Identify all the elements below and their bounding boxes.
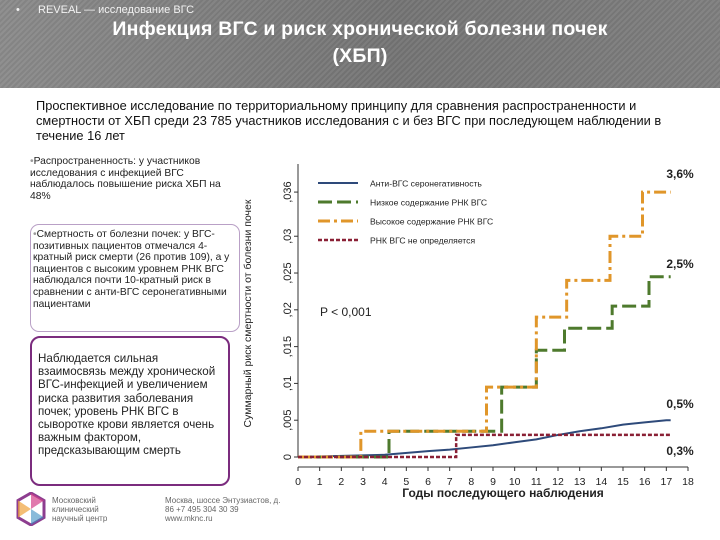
x-tick-label: 8 — [468, 476, 474, 488]
header-banner: • REVEAL — исследование ВГС Инфекция ВГС… — [0, 0, 720, 88]
x-tick-label: 14 — [595, 476, 607, 488]
title-line-1: Инфекция ВГС и риск хронической болезни … — [112, 18, 608, 40]
legend-label: Низкое содержание РНК ВГС — [370, 198, 487, 208]
x-tick-label: 4 — [382, 476, 388, 488]
x-tick-label: 13 — [574, 476, 586, 488]
x-tick-label: 15 — [617, 476, 629, 488]
y-tick-label: ,03 — [282, 229, 294, 244]
series-line-2 — [298, 190, 671, 459]
x-tick-label: 10 — [509, 476, 521, 488]
page-title: Инфекция ВГС и риск хронической болезни … — [30, 16, 690, 70]
x-tick-label: 18 — [682, 476, 694, 488]
mortality-box: •Смертность от болезни почек: у ВГС-пози… — [30, 224, 240, 332]
x-tick-label: 9 — [490, 476, 496, 488]
chart-legend: Анти-ВГС серонегативность Низкое содержан… — [318, 179, 493, 246]
y-tick-label: 0 — [282, 454, 294, 460]
legend-label: РНК ВГС не определяется — [370, 236, 475, 246]
title-line-2: (ХБП) — [332, 45, 388, 67]
x-tick-label: 1 — [317, 476, 323, 488]
series-line-0 — [297, 419, 671, 458]
x-tick-label: 7 — [447, 476, 453, 488]
y-tick-label: ,036 — [282, 181, 294, 202]
prevalence-text: Распространенность: у участников исследо… — [30, 156, 221, 202]
x-tick-label: 6 — [425, 476, 431, 488]
intro-text: Проспективное исследование по территориа… — [36, 98, 662, 143]
y-tick-label: ,025 — [282, 262, 294, 283]
x-tick-label: 16 — [639, 476, 651, 488]
clinic-logo-icon — [16, 492, 46, 526]
x-tick-label: 5 — [403, 476, 409, 488]
y-tick-label: ,015 — [282, 336, 294, 357]
chart-series — [297, 190, 671, 459]
legend-label: Анти-ВГС серонегативность — [370, 179, 482, 189]
y-axis-title: Суммарный риск смертности от болезни поч… — [242, 199, 254, 427]
header-tag: REVEAL — исследование ВГС — [38, 4, 195, 16]
x-axis-title: Годы последующего наблюдения — [402, 486, 603, 500]
prevalence-box: •Распространенность: у участников исслед… — [30, 156, 240, 218]
legend-label: Высокое содержание РНК ВГС — [370, 217, 493, 227]
conclusion-text: Наблюдается сильная взаимосвязь между хр… — [38, 352, 216, 458]
endpoint-annotation: 0,5% — [666, 397, 694, 411]
endpoint-annotation: 0,3% — [666, 444, 694, 458]
endpoint-annotation: 2,5% — [666, 257, 694, 271]
x-tick-label: 12 — [552, 476, 564, 488]
prevalence-bullet: • — [30, 156, 34, 167]
y-tick-label: ,02 — [282, 302, 294, 317]
x-tick-label: 2 — [338, 476, 344, 488]
header-texture — [0, 0, 720, 88]
conclusion-box: Наблюдается сильная взаимосвязь между хр… — [30, 336, 230, 486]
y-tick-label: ,01 — [282, 376, 294, 391]
header-bullet: • — [16, 4, 20, 16]
x-tick-label: 0 — [295, 476, 301, 488]
x-tick-label: 17 — [660, 476, 672, 488]
org-name: Московский клинический научный центр — [52, 496, 108, 523]
endpoint-annotation: 3,6% — [666, 167, 694, 181]
y-tick-label: ,005 — [282, 409, 294, 430]
mortality-text: Смертность от болезни почек: у ВГС-позит… — [33, 229, 230, 310]
org-address: Москва, шоссе Энтузиастов, д. 86 +7 495 … — [165, 496, 281, 523]
p-value-label: P < 0,001 — [320, 305, 372, 319]
x-tick-label: 3 — [360, 476, 366, 488]
series-line-3 — [298, 433, 671, 459]
chart-labels: Суммарный риск смертности от болезни поч… — [242, 167, 694, 500]
x-tick-label: 11 — [531, 476, 542, 488]
mortality-bullet: • — [33, 229, 37, 240]
